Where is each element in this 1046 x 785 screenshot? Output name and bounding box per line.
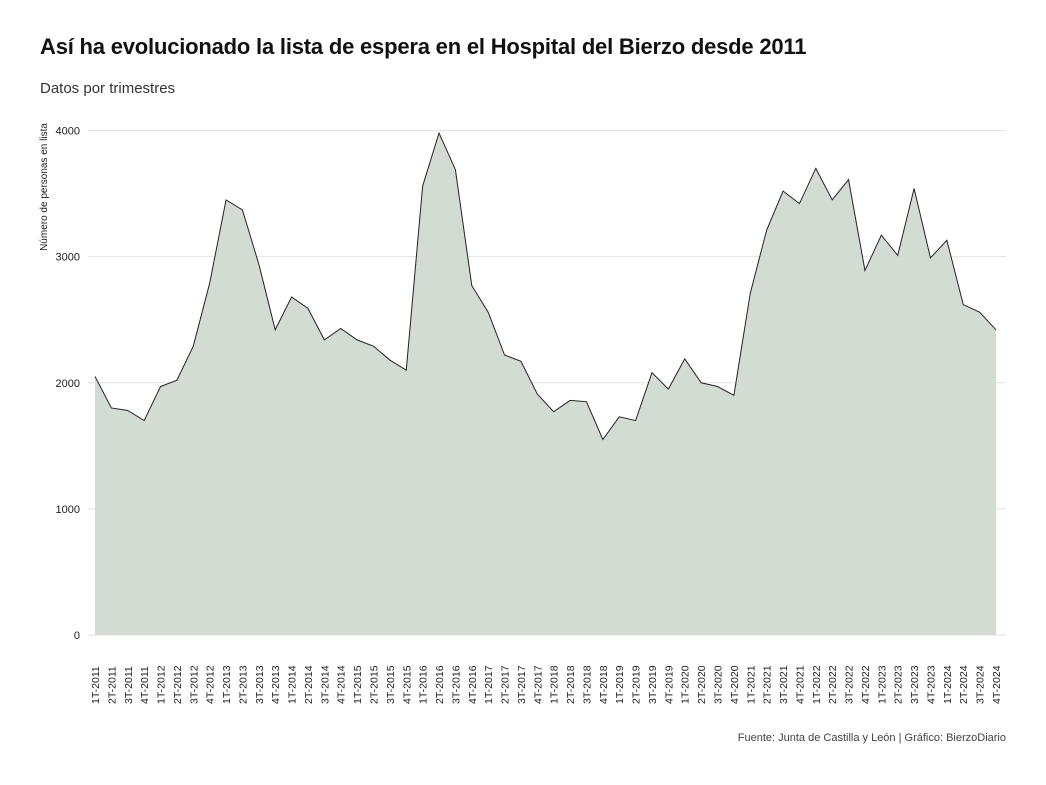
x-tick-label: 4T-2023 — [925, 665, 937, 704]
area-series — [95, 133, 996, 635]
x-tick-label: 3T-2021 — [778, 665, 790, 704]
source-caption: Fuente: Junta de Castilla y León | Gráfi… — [737, 732, 1006, 744]
x-tick-label: 1T-2019 — [614, 665, 626, 704]
y-tick-label: 4000 — [56, 126, 80, 138]
chart-title: Así ha evolucionado la lista de espera e… — [40, 34, 807, 59]
x-tick-label: 4T-2013 — [270, 665, 282, 704]
x-tick-label: 2T-2020 — [696, 665, 708, 704]
x-tick-label: 3T-2011 — [123, 666, 135, 704]
x-tick-label: 3T-2014 — [319, 665, 331, 704]
x-tick-label: 2T-2018 — [565, 665, 577, 704]
x-tick-label: 1T-2014 — [287, 665, 299, 704]
x-tick-label: 1T-2024 — [942, 665, 954, 704]
x-tick-label: 3T-2018 — [581, 665, 593, 704]
x-tick-label: 1T-2021 — [745, 665, 757, 704]
x-tick-label: 2T-2014 — [303, 665, 315, 704]
x-tick-label: 1T-2020 — [680, 665, 692, 704]
x-tick-label: 2T-2017 — [500, 665, 512, 704]
x-tick-label: 2T-2019 — [631, 665, 643, 704]
x-tick-label: 4T-2014 — [336, 665, 348, 704]
x-tick-label: 3T-2020 — [713, 665, 725, 704]
x-tick-label: 2T-2015 — [368, 665, 380, 704]
x-tick-label: 1T-2023 — [876, 665, 888, 704]
x-tick-label: 2T-2011 — [106, 666, 118, 704]
x-tick-label: 3T-2019 — [647, 665, 659, 704]
x-tick-label: 4T-2021 — [794, 665, 806, 704]
line-series — [94, 131, 997, 441]
x-tick-label: 4T-2015 — [401, 665, 413, 704]
x-tick-label: 1T-2016 — [418, 665, 430, 704]
x-tick-label: 4T-2017 — [532, 665, 544, 704]
x-tick-label: 3T-2017 — [516, 665, 528, 704]
x-axis-ticks: 1T-2011 2T-2011 3T-2011 4T-2011 1T-2012 2T-20… — [90, 665, 1003, 704]
x-tick-label: 4T-2019 — [663, 665, 675, 704]
x-tick-label: 4T-2022 — [860, 665, 872, 704]
x-tick-label: 1T-2015 — [352, 665, 364, 704]
x-tick-label: 2T-2022 — [827, 665, 839, 704]
x-tick-label: 2T-2024 — [958, 665, 970, 704]
x-tick-label: 4T-2016 — [467, 665, 479, 704]
x-tick-label: 1T-2012 — [156, 665, 168, 704]
x-tick-label: 3T-2022 — [844, 665, 856, 704]
x-tick-label: 4T-2024 — [991, 665, 1003, 704]
x-tick-label: 4T-2011 — [139, 666, 151, 704]
y-tick-label: 2000 — [56, 378, 80, 390]
x-tick-label: 2T-2016 — [434, 665, 446, 704]
y-tick-label: 0 — [74, 630, 80, 642]
y-tick-label: 1000 — [56, 504, 80, 516]
x-tick-label: 1T-2011 — [90, 666, 102, 704]
chart-subtitle: Datos por trimestres — [40, 80, 176, 97]
x-tick-label: 1T-2018 — [549, 665, 561, 704]
x-tick-label: 3T-2015 — [385, 665, 397, 704]
y-tick-label: 3000 — [56, 252, 80, 264]
x-tick-label: 2T-2021 — [762, 665, 774, 704]
x-tick-label: 2T-2012 — [172, 665, 184, 704]
x-tick-label: 1T-2013 — [221, 665, 233, 704]
x-tick-label: 3T-2013 — [254, 665, 266, 704]
y-axis-ticks: 0 1000 2000 3000 4000 — [56, 126, 80, 643]
x-tick-label: 4T-2012 — [205, 665, 217, 704]
x-tick-label: 3T-2016 — [450, 665, 462, 704]
x-tick-label: 1T-2017 — [483, 665, 495, 704]
x-tick-label: 3T-2012 — [188, 665, 200, 704]
x-tick-label: 2T-2013 — [237, 665, 249, 704]
x-tick-label: 3T-2023 — [909, 665, 921, 704]
x-tick-label: 3T-2024 — [975, 665, 987, 704]
x-tick-label: 4T-2020 — [729, 665, 741, 704]
x-tick-label: 4T-2018 — [598, 665, 610, 704]
x-tick-label: 1T-2022 — [811, 665, 823, 704]
x-tick-label: 2T-2023 — [893, 665, 905, 704]
y-axis-label: Número de personas en lista — [39, 123, 50, 251]
